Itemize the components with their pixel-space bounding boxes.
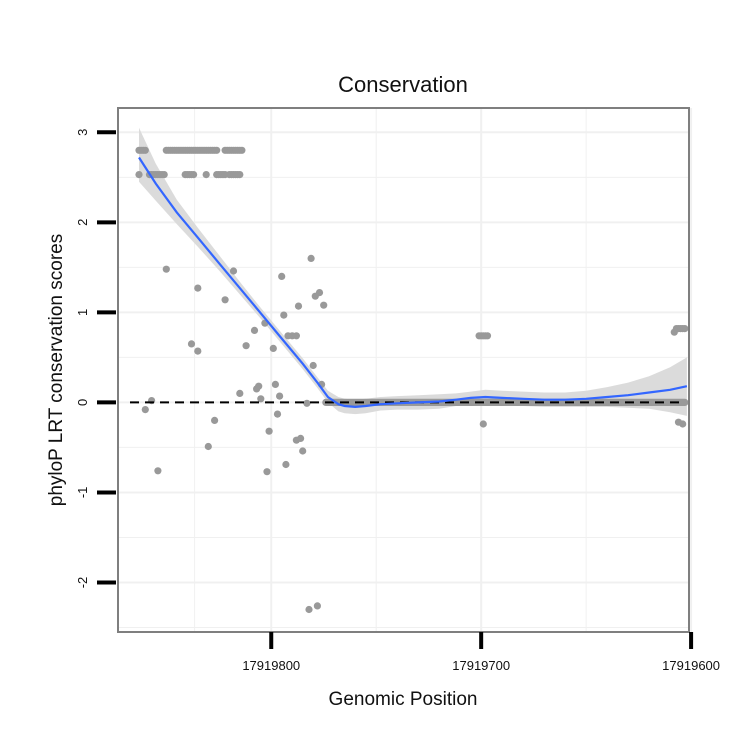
data-point — [236, 171, 244, 179]
data-point — [221, 296, 229, 304]
x-tick-label: 17919700 — [452, 658, 510, 673]
x-tick-label: 17919800 — [242, 658, 300, 673]
data-point — [160, 171, 168, 179]
panel-border — [117, 107, 690, 633]
data-point — [320, 301, 328, 309]
data-point — [269, 344, 277, 352]
data-point — [292, 332, 300, 340]
data-point — [479, 420, 487, 428]
data-point — [213, 146, 221, 154]
plot-panel — [117, 107, 693, 633]
data-point — [303, 399, 311, 407]
y-tick-label: 1 — [75, 309, 90, 316]
data-point — [211, 416, 219, 424]
y-tick-label: -1 — [75, 487, 90, 499]
data-point — [265, 427, 273, 435]
data-point — [305, 605, 313, 614]
data-point — [271, 380, 279, 388]
x-axis: 17919800 17919700 17919600 — [242, 632, 720, 673]
data-point — [190, 171, 198, 179]
x-axis-title: Genomic Position — [329, 689, 478, 710]
data-point — [255, 382, 263, 390]
panel-background — [118, 108, 689, 632]
data-point — [194, 347, 202, 355]
data-point — [299, 447, 307, 455]
y-tick-label: 3 — [75, 129, 90, 136]
data-point — [187, 340, 196, 348]
data-point — [278, 272, 286, 280]
data-point — [194, 284, 202, 292]
data-point — [276, 392, 284, 400]
confidence-band — [139, 127, 687, 416]
y-tick-label: 2 — [75, 219, 90, 226]
data-point — [250, 326, 259, 334]
data-point — [263, 468, 271, 476]
x-tick-label: 17919600 — [662, 658, 720, 673]
smooth-fit-line — [138, 156, 688, 409]
confidence-band-layer — [139, 127, 687, 416]
chart-title: Conservation — [338, 72, 468, 97]
data-point — [202, 171, 210, 179]
data-point — [679, 420, 687, 428]
data-point — [154, 467, 162, 475]
data-point — [162, 265, 170, 273]
smooth-fit-layer — [138, 156, 688, 409]
data-point — [307, 254, 315, 262]
data-point — [313, 602, 321, 610]
data-point — [280, 311, 288, 319]
data-point — [135, 171, 143, 179]
data-point — [282, 460, 290, 469]
gridlines — [118, 108, 693, 632]
data-point — [242, 342, 250, 350]
data-point — [681, 325, 689, 333]
y-axis-title: phyloP LRT conservation scores — [46, 234, 67, 507]
data-point — [294, 302, 303, 310]
data-point — [238, 146, 246, 154]
data-point — [483, 332, 492, 340]
data-point — [141, 146, 149, 154]
data-point — [297, 434, 305, 442]
y-tick-label: -2 — [75, 577, 90, 589]
data-point — [273, 410, 282, 418]
y-axis: -2 -1 0 1 2 3 — [75, 129, 116, 589]
data-point — [257, 395, 265, 403]
data-point — [236, 389, 244, 397]
data-point — [315, 289, 324, 297]
data-point — [204, 442, 212, 451]
data-point — [309, 361, 317, 370]
y-tick-label: 0 — [75, 399, 90, 406]
data-point — [141, 406, 149, 414]
data-point — [229, 267, 238, 275]
